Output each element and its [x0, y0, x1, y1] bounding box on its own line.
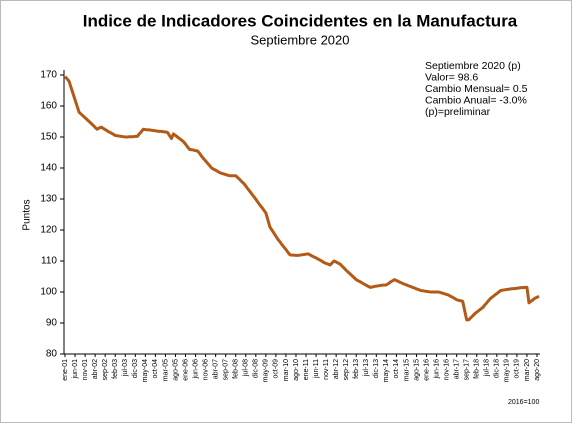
x-tick-label: may-09	[263, 359, 270, 382]
y-tick-label: 110	[41, 256, 57, 267]
x-tick-label: mar-05	[162, 359, 169, 381]
x-tick-label: abr-07	[212, 359, 219, 379]
x-tick-label: feb-13	[353, 359, 360, 379]
annotation: Cambio Mensual= 0.5	[425, 83, 528, 95]
x-tick-label: jul-13	[363, 359, 370, 377]
x-tick-label: may-04	[142, 359, 149, 382]
footnote: 2016=100	[508, 399, 539, 406]
x-tick-label: oct-04	[152, 359, 159, 379]
y-tick-label: 130	[40, 194, 57, 205]
y-axis-label: Puntos	[22, 199, 33, 230]
x-tick-label: feb-03	[112, 359, 119, 379]
x-tick-label: jul-18	[484, 359, 491, 377]
x-tick-label: may-19	[504, 359, 511, 382]
x-tick-label: ene-06	[182, 359, 189, 381]
x-tick-label: nov-01	[82, 359, 89, 381]
x-tick-label: feb-18	[474, 359, 481, 379]
x-tick-label: mar-10	[283, 359, 290, 381]
annotation: Cambio Anual= -3.0%	[425, 94, 527, 106]
x-tick-label: abr-12	[333, 359, 340, 379]
y-tick-label: 170	[40, 70, 57, 81]
x-tick-label: ago-10	[293, 359, 300, 381]
annotation: Valor= 98.6	[425, 71, 478, 83]
x-tick-label: may-14	[383, 359, 390, 382]
x-tick-label: jun-16	[433, 359, 440, 380]
x-tick-label: ene-11	[303, 359, 310, 380]
x-tick-label: abr-02	[92, 359, 99, 379]
x-tick-label: jun-11	[313, 359, 320, 379]
chart-subtitle: Septiembre 2020	[250, 32, 349, 47]
y-tick-label: 80	[46, 349, 58, 360]
x-tick-label: dic-08	[253, 359, 260, 378]
x-tick-label: ene-16	[423, 359, 430, 381]
x-tick-label: sep-12	[343, 359, 350, 381]
y-tick-label: 120	[40, 225, 57, 236]
x-tick-label: abr-17	[453, 359, 460, 379]
annotation: (p)=preliminar	[425, 106, 491, 118]
chart-title: Indice de Indicadores Coincidentes en la…	[83, 11, 518, 30]
x-tick-label: dic-13	[373, 359, 380, 378]
x-tick-label: dic-18	[494, 359, 501, 378]
y-tick-label: 140	[40, 163, 57, 174]
x-tick-label: nov-06	[202, 359, 209, 381]
x-tick-label: oct-14	[393, 359, 400, 379]
data-line	[63, 75, 540, 322]
x-tick-label: sep-02	[102, 359, 109, 381]
x-tick-label: ene-01	[62, 359, 69, 381]
x-tick-label: jun-06	[192, 359, 199, 380]
y-tick-label: 100	[40, 287, 57, 298]
x-tick-label: dic-03	[132, 359, 139, 378]
x-tick-label: jun-01	[72, 359, 79, 380]
x-tick-label: jul-03	[122, 359, 129, 377]
x-tick-label: ago-15	[413, 359, 420, 381]
x-tick-label: mar-20	[524, 359, 531, 381]
x-tick-label: oct-19	[514, 359, 521, 379]
y-tick-label: 150	[40, 132, 57, 143]
x-tick-label: nov-11	[323, 359, 330, 380]
y-tick-label: 90	[46, 318, 58, 329]
x-tick-label: ago-20	[534, 359, 541, 381]
x-tick-label: jul-08	[243, 359, 250, 377]
annotation: Septiembre 2020 (p)	[425, 60, 521, 72]
x-tick-label: sep-17	[464, 359, 471, 381]
x-tick-label: feb-08	[233, 359, 240, 379]
x-tick-label: sep-07	[223, 359, 230, 381]
x-tick-label: ago-05	[172, 359, 179, 381]
x-tick-label: nov-16	[443, 359, 450, 381]
x-tick-label: oct-09	[273, 359, 280, 379]
y-tick-label: 160	[40, 101, 57, 112]
x-tick-label: mar-15	[403, 359, 410, 381]
